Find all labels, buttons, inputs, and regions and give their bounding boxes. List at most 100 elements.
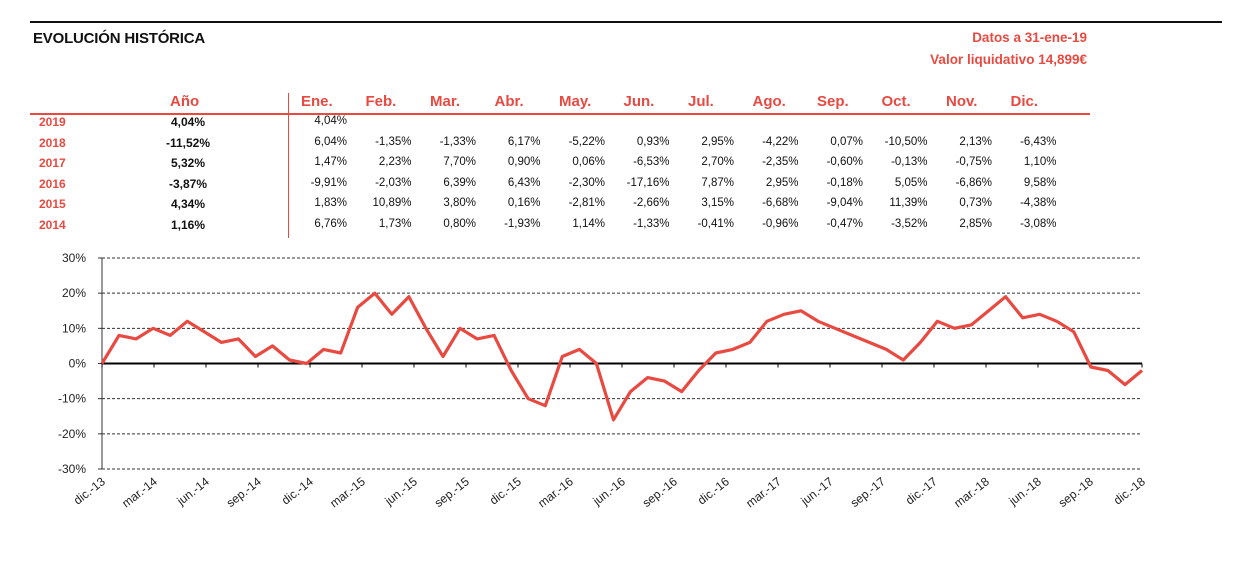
month-header: Sep. <box>817 93 849 110</box>
x-tick-label: jun.-18 <box>1006 474 1045 508</box>
monthly-return: -1,33% <box>439 135 476 148</box>
month-header: Jul. <box>688 93 714 110</box>
x-tick-label: dic.-13 <box>71 474 108 507</box>
x-tick-label: dic.-15 <box>487 474 524 507</box>
monthly-return: -4,38% <box>1020 197 1057 209</box>
annual-return: 4,34% <box>170 197 206 211</box>
monthly-return: -4,22% <box>762 135 799 148</box>
table-row: 2016 -3,87% -9,91% -2,03% 6,39% 6,43% -2,30% -1… <box>30 177 1090 197</box>
monthly-return: -6,68% <box>762 197 799 209</box>
monthly-return: -2,30% <box>568 176 605 189</box>
monthly-return: -2,03% <box>375 176 412 189</box>
x-tick-label: mar.-16 <box>535 474 576 510</box>
year-label: 2018 <box>39 135 66 150</box>
x-tick-label: mar.-17 <box>743 474 784 510</box>
table-row: 2019 4,04% 4,04% <box>30 115 1090 135</box>
x-tick-label: sep.-16 <box>640 474 680 510</box>
monthly-return: 6,04% <box>314 135 347 148</box>
monthly-return: 3,80% <box>443 197 476 209</box>
monthly-return: 0,73% <box>959 197 992 209</box>
monthly-return: 0,16% <box>507 197 541 209</box>
monthly-return: -1,35% <box>375 135 412 148</box>
monthly-return: 10,89% <box>372 197 412 209</box>
page-title: EVOLUCIÓN HISTÓRICA <box>33 30 206 47</box>
year-label: 2014 <box>39 217 66 232</box>
monthly-return: 6,39% <box>443 176 476 189</box>
monthly-return: 6,43% <box>507 176 541 189</box>
monthly-return: -5,22% <box>568 135 605 148</box>
monthly-return: 6,17% <box>507 135 541 148</box>
monthly-return: 2,70% <box>701 156 734 168</box>
monthly-return: 2,95% <box>765 176 799 189</box>
monthly-return: -0,75% <box>955 156 992 168</box>
returns-table-header: Año Ene. Feb. Mar. Abr. May. Jun. Jul. Ago. Sep.… <box>30 93 1090 115</box>
month-header: Mar. <box>430 93 461 110</box>
x-tick-label: sep.-17 <box>848 474 888 510</box>
table-row: 2018 -11,52% 6,04% -1,35% -1,33% 6,17% -5,22% 0… <box>30 136 1090 156</box>
data-date: Datos a 31-ene-19 <box>972 30 1087 45</box>
monthly-return: 7,70% <box>443 156 476 168</box>
monthly-return: -17,16% <box>626 176 670 189</box>
column-separator <box>288 93 289 238</box>
year-label: 2015 <box>39 197 66 211</box>
x-tick-label: sep.-15 <box>432 474 472 510</box>
year-label: 2017 <box>39 156 66 170</box>
nav-value: Valor liquidativo 14,899€ <box>930 52 1087 67</box>
month-header: Dic. <box>1010 93 1039 110</box>
x-tick-label: jun.-15 <box>382 474 421 508</box>
x-tick-label: dic.-16 <box>695 474 732 507</box>
monthly-return: -0,41% <box>697 217 734 230</box>
table-row: 2014 1,16% 6,76% 1,73% 0,80% -1,93% 1,14% -1,33… <box>30 218 1090 238</box>
x-tick-label: mar.-18 <box>951 474 992 510</box>
monthly-return: 1,73% <box>378 217 412 230</box>
monthly-return: -2,81% <box>568 197 605 209</box>
monthly-return: 1,10% <box>1023 156 1057 168</box>
monthly-return: 6,76% <box>314 217 347 230</box>
annual-header: Año <box>170 93 200 110</box>
month-header: Nov. <box>946 93 978 110</box>
x-tick-label: dic.-17 <box>903 474 940 507</box>
month-header: Ago. <box>752 93 786 110</box>
nav-evolution-chart: 30% 20% 10% 0% -10% -20% -30%dic.-13 mar.-14 jun… <box>58 251 1148 510</box>
monthly-return: -2,35% <box>762 156 799 168</box>
monthly-return: 1,83% <box>314 197 347 209</box>
monthly-return: 2,23% <box>378 156 412 168</box>
monthly-return: -1,93% <box>504 217 541 230</box>
x-tick-label: jun.-17 <box>798 474 837 508</box>
monthly-return: 7,87% <box>701 176 734 189</box>
monthly-return: -0,96% <box>762 217 799 230</box>
monthly-return: -1,33% <box>633 217 670 230</box>
month-header: Jun. <box>623 93 655 110</box>
x-tick-label: jun.-16 <box>590 474 629 508</box>
x-tick-label: sep.-18 <box>1056 474 1096 510</box>
x-tick-label: sep.-14 <box>224 474 264 510</box>
monthly-return: -6,53% <box>633 156 670 168</box>
year-label: 2016 <box>39 176 66 191</box>
monthly-return: -0,60% <box>826 156 863 168</box>
monthly-return: -0,18% <box>826 176 863 189</box>
annual-return: -3,87% <box>168 176 208 191</box>
y-tick-label: -20% <box>58 427 86 441</box>
monthly-return: 0,90% <box>507 156 541 168</box>
monthly-return: 5,05% <box>894 176 928 189</box>
monthly-return: -10,50% <box>884 135 928 148</box>
monthly-return: -6,43% <box>1020 135 1057 148</box>
monthly-return: 9,58% <box>1023 176 1057 189</box>
table-row: 2015 4,34% 1,83% 10,89% 3,80% 0,16% -2,81% -2,6… <box>30 197 1090 217</box>
monthly-return: 4,04% <box>314 115 347 127</box>
y-tick-label: -10% <box>58 392 86 406</box>
table-row: 2017 5,32% 1,47% 2,23% 7,70% 0,90% 0,06% -6,53%… <box>30 156 1090 176</box>
annual-return: -11,52% <box>165 135 211 150</box>
month-header: Abr. <box>494 93 524 110</box>
month-header: May. <box>559 93 592 110</box>
year-label: 2019 <box>39 115 66 129</box>
monthly-return: 2,13% <box>959 135 992 148</box>
monthly-return: 1,47% <box>314 156 347 168</box>
monthly-return: -3,52% <box>891 217 928 230</box>
monthly-return: -0,13% <box>891 156 928 168</box>
month-header: Ene. <box>301 93 333 110</box>
x-tick-label: dic.-18 <box>1111 474 1148 507</box>
annual-return: 5,32% <box>170 156 206 170</box>
monthly-return: -6,86% <box>955 176 992 189</box>
nav-series-line <box>100 291 1144 422</box>
